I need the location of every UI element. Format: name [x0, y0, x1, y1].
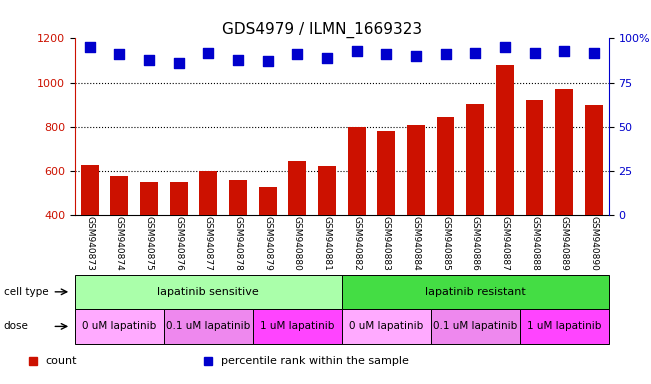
Point	[173, 60, 184, 66]
Text: GSM940889: GSM940889	[560, 216, 569, 271]
Text: GSM940873: GSM940873	[85, 216, 94, 271]
Text: GSM940890: GSM940890	[589, 216, 598, 271]
Text: lapatinib resistant: lapatinib resistant	[425, 287, 525, 297]
Bar	[199, 171, 217, 303]
Text: 0.1 uM lapatinib: 0.1 uM lapatinib	[166, 321, 251, 331]
Bar	[140, 182, 158, 303]
Text: GSM940877: GSM940877	[204, 216, 213, 271]
Text: 1 uM lapatinib: 1 uM lapatinib	[527, 321, 602, 331]
Bar	[437, 117, 454, 303]
Point	[500, 44, 510, 50]
Bar	[229, 180, 247, 303]
Point	[559, 48, 570, 54]
Text: dose: dose	[4, 321, 29, 331]
Point	[262, 58, 273, 65]
Bar	[466, 104, 484, 303]
Point	[114, 51, 124, 57]
Bar	[555, 89, 573, 303]
Bar	[75, 275, 342, 309]
Bar	[111, 176, 128, 303]
Text: GSM940879: GSM940879	[263, 216, 272, 271]
Text: 0.1 uM lapatinib: 0.1 uM lapatinib	[433, 321, 518, 331]
Text: GDS4979 / ILMN_1669323: GDS4979 / ILMN_1669323	[222, 22, 422, 38]
Text: GSM940875: GSM940875	[145, 216, 154, 271]
Text: GSM940880: GSM940880	[293, 216, 302, 271]
Point	[381, 51, 391, 57]
Bar	[407, 124, 425, 303]
Bar	[348, 127, 365, 303]
Point	[203, 50, 214, 56]
Point	[85, 44, 95, 50]
Text: GSM940878: GSM940878	[234, 216, 242, 271]
Text: cell type: cell type	[4, 287, 48, 297]
Text: GSM940888: GSM940888	[530, 216, 539, 271]
Bar	[496, 65, 514, 303]
Text: GSM940885: GSM940885	[441, 216, 450, 271]
Bar	[342, 309, 431, 344]
Bar	[519, 309, 609, 344]
Text: GSM940883: GSM940883	[381, 216, 391, 271]
Bar	[431, 309, 519, 344]
Text: GSM940882: GSM940882	[352, 216, 361, 271]
Bar	[378, 131, 395, 303]
Bar	[253, 309, 342, 344]
Text: GSM940887: GSM940887	[501, 216, 509, 271]
Text: GSM940881: GSM940881	[322, 216, 331, 271]
Bar	[318, 167, 336, 303]
Bar	[81, 166, 98, 303]
Bar	[258, 187, 277, 303]
Point	[292, 51, 303, 57]
Text: GSM940876: GSM940876	[174, 216, 183, 271]
Text: 0 uM lapatinib: 0 uM lapatinib	[349, 321, 423, 331]
Text: lapatinib sensitive: lapatinib sensitive	[158, 287, 259, 297]
Bar	[342, 275, 609, 309]
Point	[352, 48, 362, 54]
Text: percentile rank within the sample: percentile rank within the sample	[221, 356, 409, 366]
Text: GSM940874: GSM940874	[115, 216, 124, 271]
Point	[440, 51, 450, 57]
Point	[144, 56, 154, 63]
Bar	[170, 182, 187, 303]
Point	[589, 50, 599, 56]
Text: GSM940886: GSM940886	[471, 216, 480, 271]
Point	[322, 55, 332, 61]
Bar	[75, 309, 164, 344]
Bar	[585, 104, 603, 303]
Point	[529, 50, 540, 56]
Text: count: count	[46, 356, 77, 366]
Bar	[525, 100, 544, 303]
Text: 0 uM lapatinib: 0 uM lapatinib	[82, 321, 156, 331]
Point	[233, 56, 243, 63]
Bar	[164, 309, 253, 344]
Point	[411, 53, 421, 59]
Point	[470, 50, 480, 56]
Text: GSM940884: GSM940884	[411, 216, 421, 271]
Text: 1 uM lapatinib: 1 uM lapatinib	[260, 321, 335, 331]
Bar	[288, 161, 306, 303]
